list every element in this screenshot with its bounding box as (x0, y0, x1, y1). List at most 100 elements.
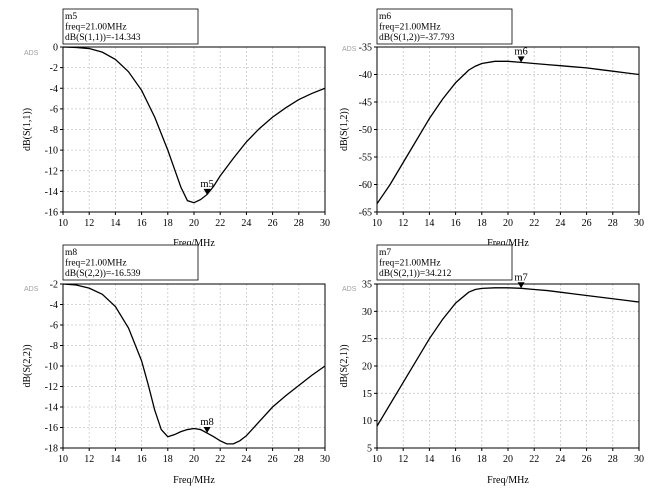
x-tick-label: 26 (582, 454, 592, 465)
marker-readout-line: freq=21.00MHz (65, 258, 127, 269)
marker-readout-line: dB(S(1,2))=-37.793 (379, 32, 455, 43)
series-line (62, 283, 326, 445)
marker-label: m7 (514, 272, 527, 283)
y-tick-label: 5 (367, 444, 372, 455)
x-tick-label: 14 (424, 454, 434, 465)
x-tick-label: 20 (189, 218, 199, 229)
marker-readout-line: freq=21.00MHz (379, 22, 441, 33)
y-tick-label: -12 (45, 382, 58, 393)
x-tick-label: 24 (241, 454, 251, 465)
x-tick-label: 16 (137, 218, 147, 229)
y-tick-label: -18 (45, 444, 58, 455)
y-tick-label: -10 (45, 146, 58, 157)
x-tick-label: 14 (424, 218, 434, 229)
x-tick-label: 30 (320, 454, 330, 465)
marker-triangle-icon (517, 282, 525, 289)
x-tick-label: 12 (398, 454, 408, 465)
y-tick-label: -45 (359, 98, 372, 109)
marker-label: m5 (200, 179, 213, 190)
x-tick-label: 24 (241, 218, 251, 229)
marker-readout-line: dB(S(2,2))=-16.539 (65, 268, 141, 279)
x-tick-label: 28 (608, 218, 618, 229)
x-tick-label: 16 (451, 454, 461, 465)
x-tick-label: 20 (189, 454, 199, 465)
x-tick-label: 16 (451, 218, 461, 229)
x-tick-label: 12 (398, 218, 408, 229)
marker-readout-line: freq=21.00MHz (379, 258, 441, 269)
x-tick-label: 20 (503, 454, 513, 465)
x-tick-label: 30 (634, 218, 644, 229)
chart-panel: ADS 10 12 14 16 18 20 22 24 26 28 30 0 -2 -4 -6 -8 -10 -12… (22, 8, 330, 249)
x-tick-label: 22 (215, 454, 225, 465)
y-axis-title: dB(S(1,2)) (339, 108, 350, 151)
y-tick-label: -16 (45, 208, 58, 219)
marker-readout-line: dB(S(2,1))=34.212 (379, 268, 452, 279)
marker-readout-box (62, 8, 199, 45)
marker-label: m8 (200, 417, 213, 428)
y-tick-label: -2 (50, 63, 58, 74)
marker-triangle-icon (203, 427, 211, 434)
x-tick-label: 12 (84, 454, 94, 465)
x-axis-title: Freq/MHz (487, 475, 529, 486)
x-axis-title: Freq/MHz (173, 238, 215, 249)
marker-readout-box (376, 8, 513, 45)
marker-triangle-icon (517, 56, 525, 63)
y-tick-label: 20 (362, 362, 372, 373)
y-tick-label: 25 (362, 334, 372, 345)
y-tick-label: -14 (45, 403, 58, 414)
marker-readout-line: m6 (379, 12, 391, 22)
y-tick-label: -40 (359, 70, 372, 81)
marker-readout-box (376, 244, 513, 281)
watermark-text: ADS (342, 286, 357, 293)
y-tick-label: -14 (45, 187, 58, 198)
x-tick-label: 18 (477, 454, 487, 465)
x-tick-label: 26 (582, 218, 592, 229)
y-tick-label: -10 (45, 362, 58, 373)
y-tick-label: -16 (45, 423, 58, 434)
marker-readout-line: m8 (65, 248, 77, 258)
y-tick-label: 10 (362, 416, 372, 427)
y-axis-title: dB(S(1,1)) (22, 108, 33, 151)
y-tick-label: 0 (53, 43, 58, 54)
x-tick-label: 22 (215, 218, 225, 229)
x-tick-label: 26 (268, 218, 278, 229)
x-tick-label: 16 (137, 454, 147, 465)
y-tick-label: -2 (50, 280, 58, 291)
chart-panel: ADS 10 12 14 16 18 20 22 24 26 28 30 -35 -40 -45 -50 -55… (339, 8, 644, 249)
x-tick-label: 28 (294, 218, 304, 229)
x-tick-label: 30 (320, 218, 330, 229)
x-tick-label: 22 (529, 218, 539, 229)
y-tick-label: -55 (359, 153, 372, 164)
x-tick-label: 14 (110, 218, 120, 229)
chart-panel: ADS 10 12 14 16 18 20 22 24 26 28 30 -2 -4 -6 -8 -10 -12 -… (22, 244, 330, 486)
watermark-text: ADS (342, 46, 357, 53)
watermark-text: ADS (24, 286, 39, 293)
marker-readout-line: m7 (379, 248, 391, 258)
y-tick-label: -60 (359, 180, 372, 191)
x-tick-label: 18 (163, 218, 173, 229)
x-tick-label: 14 (110, 454, 120, 465)
y-tick-label: 30 (362, 307, 372, 318)
x-tick-label: 18 (477, 218, 487, 229)
series-line (62, 46, 326, 204)
x-tick-label: 28 (608, 454, 618, 465)
y-tick-label: -35 (359, 43, 372, 54)
marker-readout-line: freq=21.00MHz (65, 22, 127, 33)
marker-readout-line: m5 (65, 12, 77, 22)
y-axis-title: dB(S(2,1)) (339, 344, 350, 387)
x-tick-label: 30 (634, 454, 644, 465)
x-tick-label: 20 (503, 218, 513, 229)
x-tick-label: 22 (529, 454, 539, 465)
marker-label: m6 (514, 46, 527, 57)
marker-readout-line: dB(S(1,1))=-14.343 (65, 32, 141, 43)
marker-readout-box (62, 244, 199, 281)
y-tick-label: 15 (362, 389, 372, 400)
series-line (376, 287, 640, 427)
y-axis-title: dB(S(2,2)) (22, 344, 33, 387)
y-tick-label: -50 (359, 125, 372, 136)
y-tick-label: -6 (50, 104, 58, 115)
x-tick-label: 28 (294, 454, 304, 465)
